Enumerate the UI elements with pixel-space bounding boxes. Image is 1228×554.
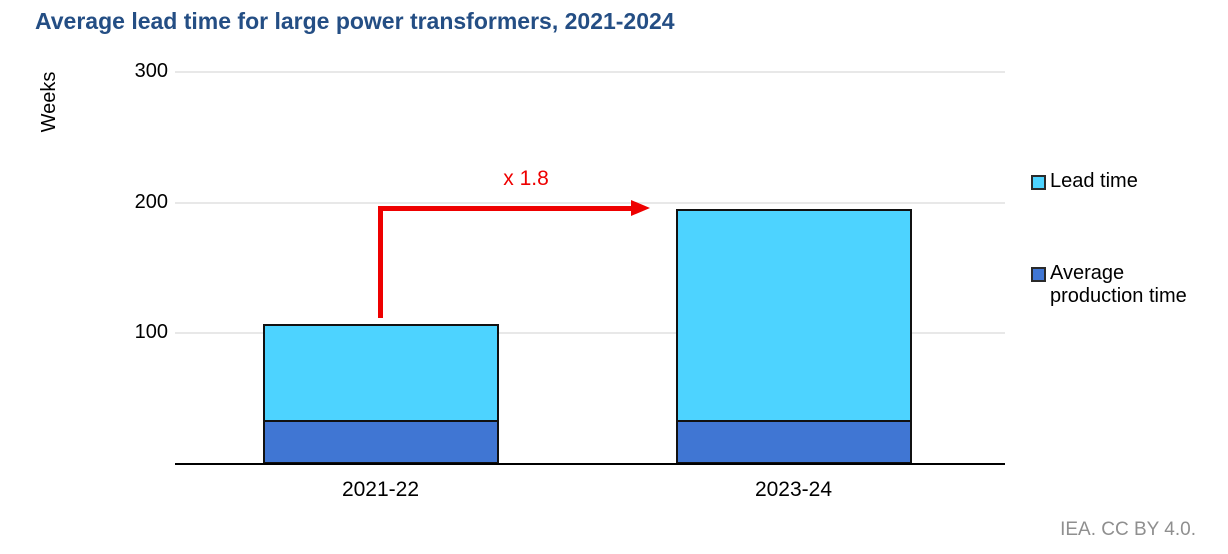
- x-tick-label: 2023-24: [754, 478, 833, 501]
- y-tick-label: 100: [134, 321, 168, 344]
- gridline: [175, 201, 1005, 204]
- growth-arrow-vertical: [378, 206, 383, 319]
- legend: Lead time Average production time: [1031, 170, 1221, 308]
- growth-annotation: x 1.8: [503, 167, 549, 190]
- bar-segment-lead-time: [675, 209, 912, 464]
- legend-item-lead-time: Lead time: [1031, 170, 1221, 193]
- production-time-swatch-icon: [1031, 267, 1046, 282]
- legend-label-lead-time: Lead time: [1050, 170, 1138, 192]
- chart-title: Average lead time for large power transf…: [35, 8, 675, 34]
- gridline: [175, 71, 1005, 73]
- lead-time-swatch-icon: [1031, 175, 1046, 190]
- y-tick-label: 200: [134, 190, 168, 213]
- x-axis-line: [175, 462, 1005, 465]
- legend-label-production-time: Average production time: [1050, 262, 1187, 307]
- growth-arrow-head-icon: [631, 200, 650, 217]
- growth-arrow-horizontal: [378, 206, 631, 212]
- bar-segment-lead-time: [262, 324, 499, 464]
- y-tick-label: 300: [134, 60, 168, 82]
- attribution-text: IEA. CC BY 4.0.: [1060, 519, 1196, 540]
- legend-item-production-time: Average production time: [1031, 262, 1221, 308]
- gridline: [175, 332, 1005, 335]
- x-tick-label: 2021-22: [341, 478, 420, 501]
- bar-segment-production-time: [264, 420, 497, 462]
- bar-segment-production-time: [677, 420, 910, 462]
